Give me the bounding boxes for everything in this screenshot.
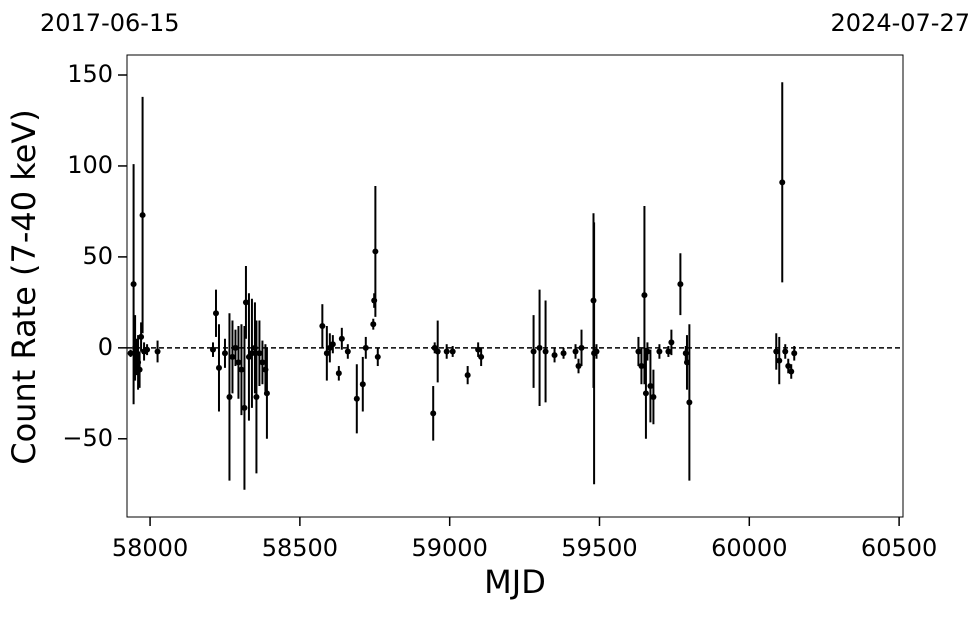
data-point — [782, 348, 789, 355]
data-point — [259, 359, 266, 366]
data-point — [464, 372, 471, 379]
data-point — [209, 346, 216, 353]
data-point — [144, 346, 151, 353]
x-tick-label: 60500 — [861, 534, 937, 562]
data-point — [154, 348, 161, 355]
data-point — [256, 350, 263, 357]
data-point — [560, 350, 567, 357]
data-point — [475, 346, 482, 353]
data-point — [242, 299, 249, 306]
data-point — [642, 390, 649, 397]
data-point — [779, 179, 786, 186]
data-point — [212, 310, 219, 317]
data-point — [644, 348, 651, 355]
data-point — [638, 363, 645, 370]
data-point — [323, 350, 330, 357]
data-point — [241, 404, 248, 411]
data-point — [575, 363, 582, 370]
data-point — [221, 350, 228, 357]
data-point — [344, 348, 351, 355]
data-point — [776, 357, 783, 364]
data-point — [138, 333, 145, 340]
x-tick-label: 59000 — [412, 534, 488, 562]
data-point — [338, 335, 345, 342]
data-point — [372, 248, 379, 255]
data-point — [319, 323, 326, 330]
data-point — [353, 395, 360, 402]
data-point — [235, 359, 242, 366]
data-point — [434, 348, 441, 355]
data-point — [542, 348, 549, 355]
data-point — [359, 381, 366, 388]
data-point — [785, 363, 792, 370]
x-tick-label: 60000 — [711, 534, 787, 562]
data-point — [791, 350, 798, 357]
data-point — [773, 348, 780, 355]
data-point — [635, 348, 642, 355]
data-point — [478, 353, 485, 360]
y-tick-label: 0 — [98, 333, 113, 361]
data-point — [686, 399, 693, 406]
data-point — [656, 348, 663, 355]
end-date: 2024-07-27 — [831, 9, 970, 37]
data-point — [136, 366, 143, 373]
x-tick-label: 59500 — [561, 534, 637, 562]
data-point — [650, 393, 657, 400]
data-point — [530, 348, 537, 355]
data-point — [668, 339, 675, 346]
data-point — [641, 292, 648, 299]
y-tick-label: 100 — [67, 151, 113, 179]
data-point — [127, 350, 134, 357]
data-point — [362, 344, 369, 351]
y-tick-label: 150 — [67, 60, 113, 88]
data-point — [430, 410, 437, 417]
y-tick-label: 50 — [82, 242, 113, 270]
data-point — [665, 348, 672, 355]
data-point — [335, 370, 342, 377]
data-point — [215, 364, 222, 371]
data-point — [536, 344, 543, 351]
data-point — [593, 348, 600, 355]
data-point — [677, 281, 684, 288]
data-point — [253, 393, 260, 400]
data-point — [229, 353, 236, 360]
data-point — [329, 341, 336, 348]
x-axis-label: MJD — [484, 563, 546, 601]
data-point — [551, 352, 558, 359]
data-point — [449, 348, 456, 355]
y-axis-label: Count Rate (7-40 keV) — [5, 109, 43, 464]
start-date: 2017-06-15 — [40, 9, 179, 37]
data-point — [139, 212, 146, 219]
data-point — [130, 281, 137, 288]
data-point — [226, 393, 233, 400]
x-tick-label: 58500 — [262, 534, 338, 562]
x-tick-label: 58000 — [112, 534, 188, 562]
data-point — [263, 390, 270, 397]
data-point — [788, 368, 795, 375]
data-point — [578, 344, 585, 351]
data-point — [238, 366, 245, 373]
y-tick-label: −50 — [62, 424, 113, 452]
data-point — [647, 383, 654, 390]
data-point — [370, 321, 377, 328]
plot-frame — [126, 54, 904, 518]
data-point — [443, 348, 450, 355]
data-point — [248, 350, 255, 357]
data-point — [572, 348, 579, 355]
data-point — [374, 353, 381, 360]
data-point — [232, 344, 239, 351]
